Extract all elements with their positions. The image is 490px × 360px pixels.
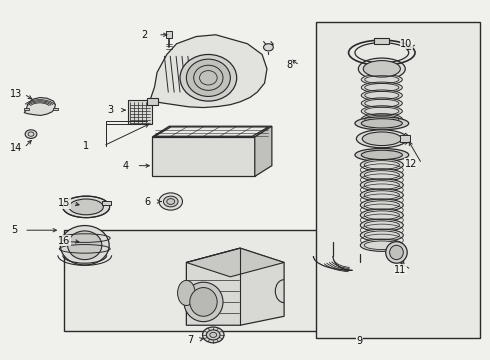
Text: 14: 14 bbox=[10, 143, 23, 153]
Bar bbox=[24, 108, 28, 111]
Ellipse shape bbox=[360, 159, 403, 171]
Text: 3: 3 bbox=[108, 105, 114, 115]
Polygon shape bbox=[24, 98, 55, 116]
Ellipse shape bbox=[68, 231, 102, 260]
Ellipse shape bbox=[69, 199, 103, 215]
Polygon shape bbox=[186, 248, 284, 277]
Bar bbox=[374, 39, 389, 44]
Text: 8: 8 bbox=[286, 60, 292, 70]
Ellipse shape bbox=[361, 74, 402, 85]
Ellipse shape bbox=[390, 245, 403, 260]
Text: 5: 5 bbox=[11, 225, 18, 235]
Polygon shape bbox=[150, 35, 267, 108]
Bar bbox=[64, 230, 328, 330]
Text: 12: 12 bbox=[405, 159, 417, 169]
Text: 13: 13 bbox=[10, 89, 23, 99]
Ellipse shape bbox=[386, 242, 407, 263]
Ellipse shape bbox=[360, 169, 403, 181]
Bar bbox=[316, 22, 480, 338]
Circle shape bbox=[159, 193, 182, 210]
Text: 2: 2 bbox=[142, 30, 148, 40]
Circle shape bbox=[264, 44, 273, 51]
Ellipse shape bbox=[362, 132, 401, 145]
Ellipse shape bbox=[361, 90, 402, 101]
Text: 4: 4 bbox=[122, 161, 128, 171]
Ellipse shape bbox=[360, 219, 403, 231]
Text: 7: 7 bbox=[187, 334, 194, 345]
Circle shape bbox=[163, 196, 178, 207]
Ellipse shape bbox=[360, 209, 403, 221]
Ellipse shape bbox=[358, 58, 405, 80]
Ellipse shape bbox=[177, 280, 195, 306]
Polygon shape bbox=[152, 137, 255, 176]
Bar bbox=[128, 100, 152, 125]
Polygon shape bbox=[400, 135, 410, 142]
Circle shape bbox=[202, 327, 224, 343]
Ellipse shape bbox=[360, 239, 403, 251]
Ellipse shape bbox=[361, 119, 402, 128]
Ellipse shape bbox=[180, 54, 237, 101]
Text: 9: 9 bbox=[357, 336, 363, 346]
Polygon shape bbox=[155, 127, 269, 136]
Text: 9: 9 bbox=[357, 336, 363, 346]
Text: 1: 1 bbox=[83, 141, 89, 151]
Ellipse shape bbox=[355, 148, 409, 161]
Text: 15: 15 bbox=[58, 198, 71, 208]
Bar bbox=[166, 31, 172, 38]
Text: 16: 16 bbox=[58, 236, 71, 246]
Text: 6: 6 bbox=[144, 197, 150, 207]
Text: 11: 11 bbox=[394, 265, 407, 275]
Ellipse shape bbox=[360, 229, 403, 241]
Ellipse shape bbox=[363, 60, 400, 77]
Ellipse shape bbox=[186, 59, 230, 96]
Polygon shape bbox=[255, 126, 272, 176]
Bar bbox=[102, 201, 111, 205]
Ellipse shape bbox=[361, 106, 402, 117]
Ellipse shape bbox=[63, 196, 110, 218]
Ellipse shape bbox=[360, 189, 403, 201]
Ellipse shape bbox=[360, 179, 403, 191]
Ellipse shape bbox=[361, 114, 402, 125]
Ellipse shape bbox=[356, 130, 407, 148]
Bar bbox=[147, 98, 158, 105]
Ellipse shape bbox=[184, 282, 223, 321]
Circle shape bbox=[25, 130, 37, 138]
Ellipse shape bbox=[360, 199, 403, 211]
Bar bbox=[53, 108, 58, 111]
Ellipse shape bbox=[190, 288, 217, 316]
Text: 10: 10 bbox=[400, 39, 413, 49]
Ellipse shape bbox=[361, 150, 402, 159]
Ellipse shape bbox=[361, 98, 402, 109]
Circle shape bbox=[206, 330, 220, 340]
Ellipse shape bbox=[60, 226, 109, 265]
Ellipse shape bbox=[361, 82, 402, 93]
Ellipse shape bbox=[355, 117, 409, 130]
Polygon shape bbox=[186, 248, 284, 325]
Polygon shape bbox=[152, 126, 272, 137]
